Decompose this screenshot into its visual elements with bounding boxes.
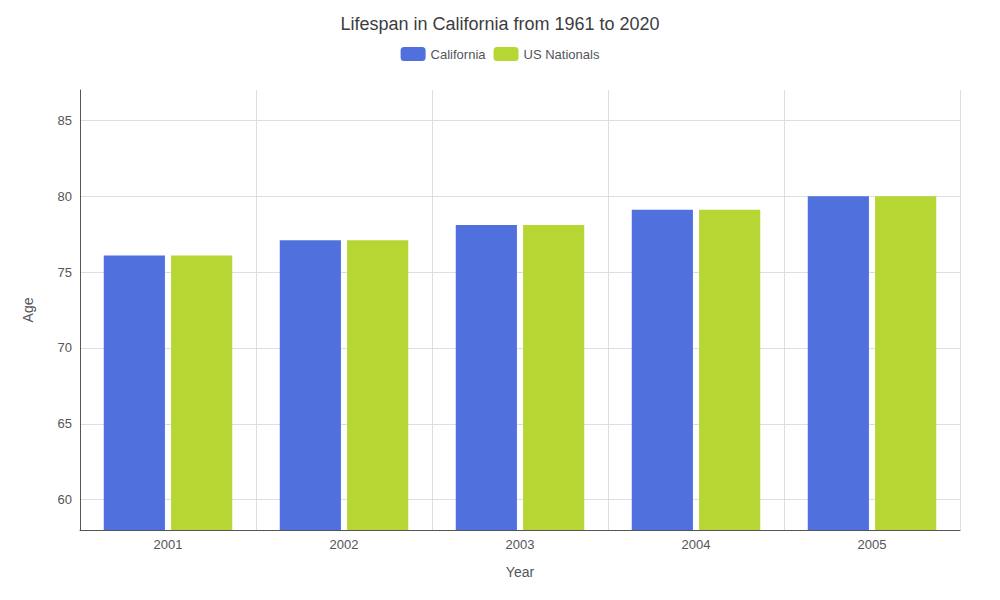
svg-text:2003: 2003 xyxy=(506,537,535,552)
svg-text:2001: 2001 xyxy=(154,537,183,552)
svg-text:2005: 2005 xyxy=(858,537,887,552)
svg-text:75: 75 xyxy=(58,265,72,280)
svg-text:85: 85 xyxy=(58,113,72,128)
svg-text:2004: 2004 xyxy=(682,537,711,552)
svg-text:Year: Year xyxy=(506,564,535,580)
svg-text:US Nationals: US Nationals xyxy=(524,47,600,62)
svg-text:60: 60 xyxy=(58,492,72,507)
svg-text:80: 80 xyxy=(58,189,72,204)
svg-text:Age: Age xyxy=(20,297,36,322)
svg-text:2002: 2002 xyxy=(330,537,359,552)
svg-text:California: California xyxy=(431,47,487,62)
svg-text:65: 65 xyxy=(58,416,72,431)
svg-text:Lifespan in California from 19: Lifespan in California from 1961 to 2020 xyxy=(340,14,659,34)
svg-text:70: 70 xyxy=(58,340,72,355)
